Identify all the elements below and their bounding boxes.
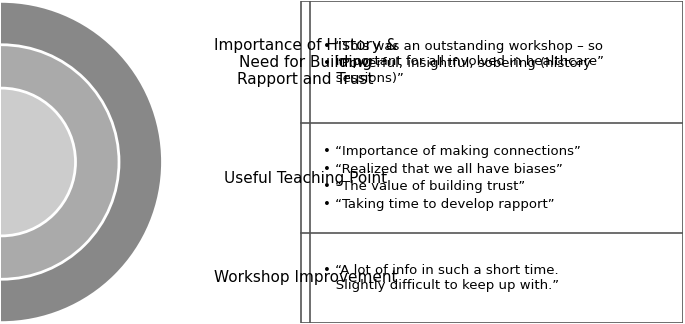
Ellipse shape [0,45,119,279]
Ellipse shape [0,88,75,236]
Ellipse shape [0,1,162,323]
Text: Workshop Improvement: Workshop Improvement [214,270,397,285]
Text: • “Taking time to develop rapport”: • “Taking time to develop rapport” [323,198,555,211]
Text: • “A lot of info in such a short time.
   Slightly difficult to keep up with.”: • “A lot of info in such a short time. S… [323,264,560,292]
Bar [301,1,683,323]
Text: • “Powerful, insightful, sobering (history
   sessions)”: • “Powerful, insightful, sobering (histo… [323,57,591,85]
Text: • “Importance of making connections”: • “Importance of making connections” [323,145,581,158]
Text: • “Realized that we all have biases”: • “Realized that we all have biases” [323,163,563,176]
Text: • “This was an outstanding workshop – so
   important for all involved in health: • “This was an outstanding workshop – so… [323,40,604,68]
Text: Useful Teaching Point: Useful Teaching Point [224,170,387,186]
Text: • “The value of building trust”: • “The value of building trust” [323,180,525,193]
Text: Importance of History &
Need for Building
Rapport and Trust: Importance of History & Need for Buildin… [214,38,397,87]
